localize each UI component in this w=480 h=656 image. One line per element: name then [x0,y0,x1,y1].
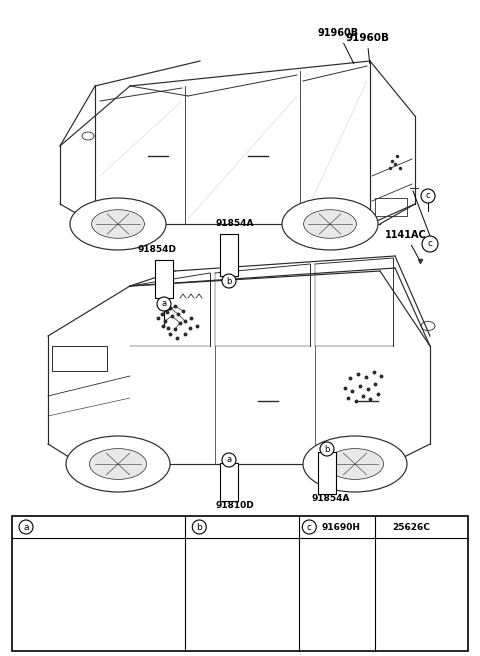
Ellipse shape [109,582,116,587]
Text: a: a [227,455,231,464]
Text: c: c [426,192,430,201]
Ellipse shape [303,436,407,492]
Bar [220,463,238,501]
Ellipse shape [66,436,170,492]
Circle shape [421,189,435,203]
Circle shape [302,520,316,534]
Text: 1141AC: 1141AC [385,230,427,258]
Ellipse shape [106,579,120,590]
Bar [318,452,336,494]
Text: c: c [428,239,432,249]
Text: a: a [161,300,167,308]
Text: b: b [226,276,232,285]
Ellipse shape [89,449,146,480]
Circle shape [252,573,259,581]
Text: 91854A: 91854A [215,219,253,228]
FancyBboxPatch shape [389,562,453,626]
Text: 91854D: 91854D [138,245,177,254]
Text: b: b [324,445,330,453]
Circle shape [192,520,206,534]
Ellipse shape [70,198,166,250]
Text: 91690H: 91690H [321,522,360,531]
Text: 91854A: 91854A [312,494,350,503]
Circle shape [222,453,236,467]
Text: 91810D: 91810D [216,501,254,510]
Circle shape [422,236,438,252]
Text: 91721: 91721 [116,585,140,594]
Bar [12,516,468,651]
Text: b: b [196,522,202,531]
Text: c: c [307,522,312,531]
Text: 91514: 91514 [219,618,243,627]
Text: 91413: 91413 [84,618,108,627]
Bar [375,198,407,216]
Bar [155,260,173,298]
Ellipse shape [304,210,356,238]
Text: 91960B: 91960B [345,33,389,63]
Text: 91960B: 91960B [318,28,359,64]
Circle shape [19,520,33,534]
Bar [52,346,107,371]
Ellipse shape [421,321,435,331]
Text: 25626C: 25626C [393,522,431,531]
Circle shape [320,442,334,456]
Ellipse shape [244,577,260,586]
Bar [220,234,238,276]
Text: a: a [23,522,29,531]
Ellipse shape [98,590,110,599]
Circle shape [222,274,236,288]
Text: 91769: 91769 [259,578,284,587]
Ellipse shape [326,449,384,480]
Ellipse shape [102,592,108,597]
Ellipse shape [248,579,256,584]
Ellipse shape [92,210,144,238]
Ellipse shape [282,198,378,250]
Circle shape [157,297,171,311]
Ellipse shape [82,132,94,140]
Text: 67GN1: 67GN1 [66,565,92,574]
